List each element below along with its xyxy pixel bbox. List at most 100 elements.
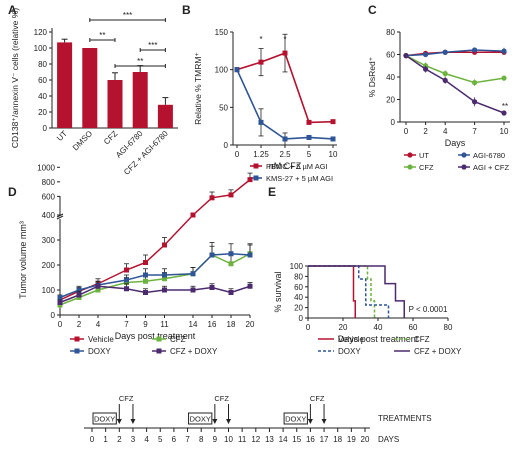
- legend-label-b: PBMC + 5 µM AGI: [266, 162, 328, 171]
- series-line-d: [59, 179, 251, 301]
- panel-label-c: C: [368, 3, 377, 17]
- series-line-d: [59, 252, 251, 299]
- legend-marker-d: [74, 348, 80, 354]
- timeline-tick-label: 20: [361, 435, 370, 444]
- legend-label-c: AGI-6780: [473, 151, 505, 160]
- y-axis-label-b: Relative % TMRM⁺: [193, 52, 203, 125]
- x-tick-label-d: 7: [124, 320, 129, 329]
- series-line-c: [405, 54, 505, 84]
- data-point-d: [162, 272, 167, 278]
- data-point-b: [330, 136, 336, 142]
- x-tick-label-a: CFZ: [102, 129, 119, 146]
- data-point-c: [472, 47, 478, 53]
- data-point-d: [247, 283, 253, 289]
- significance-label-a: **: [137, 57, 143, 66]
- data-point-d: [57, 300, 63, 305]
- x-tick-label-c: 0: [404, 127, 409, 136]
- timeline-tick-label: 10: [224, 435, 233, 444]
- y-tick-label-d: 600: [42, 192, 56, 201]
- axis-break-d: [56, 215, 64, 220]
- x-axis-label-c: Days: [445, 138, 466, 148]
- panel-label-e: E: [268, 185, 276, 199]
- bar-a: [157, 104, 173, 128]
- series-line-d: [59, 285, 251, 304]
- timeline-title: TREATMENTS: [378, 414, 432, 423]
- legend-marker-d: [74, 336, 80, 342]
- data-point-b: [234, 67, 240, 73]
- data-point-b: [282, 50, 288, 56]
- series-line-d: [59, 253, 251, 306]
- x-tick-label-d: 16: [208, 320, 217, 329]
- timeline-tick-label: 12: [251, 435, 260, 444]
- legend-label-e: CFZ: [414, 335, 430, 344]
- y-tick-label-d: 0: [51, 311, 56, 320]
- data-point-c: [501, 48, 507, 54]
- data-point-c: [423, 51, 429, 58]
- cfz-label: CFZ: [310, 394, 325, 403]
- y-tick-label-a: 40: [38, 92, 47, 101]
- x-tick-label-b: 5: [307, 150, 312, 159]
- timeline-tick-label: 11: [238, 435, 247, 444]
- data-point-d: [209, 195, 215, 201]
- timeline-tick-label: 16: [306, 435, 315, 444]
- x-tick-label-e: 20: [339, 323, 348, 332]
- series-line-c: [405, 55, 505, 114]
- y-tick-label-a: 100: [34, 44, 48, 53]
- x-tick-label-a: UT: [55, 129, 69, 143]
- y-tick-label-e: 0: [299, 314, 304, 323]
- data-point-d: [190, 212, 196, 218]
- y-tick-label-c: 80: [386, 28, 395, 37]
- cfz-arrowhead: [116, 419, 122, 424]
- cfz-arrowhead: [212, 419, 218, 424]
- survival-curve-e: [308, 265, 376, 318]
- x-tick-label-e: 40: [374, 323, 383, 332]
- data-point-c: [472, 99, 478, 105]
- x-tick-label-c: 10: [500, 127, 509, 136]
- data-point-c: [442, 71, 448, 77]
- legend-label-d: Vehicle: [88, 335, 114, 344]
- x-tick-label-a: CFZ + AGI-6780: [122, 129, 170, 177]
- bar-a: [132, 72, 148, 128]
- data-point-d: [162, 276, 167, 282]
- x-tick-label-d: 20: [246, 320, 255, 329]
- significance-label-a: ***: [123, 11, 132, 20]
- cfz-arrowhead: [130, 419, 136, 424]
- data-point-d: [57, 295, 63, 300]
- legend-label-d: CFZ + DOXY: [170, 347, 218, 356]
- y-axis-label-d: Tumor volume mm³: [18, 221, 28, 299]
- timeline-tick-label: 9: [213, 435, 218, 444]
- data-point-d: [143, 290, 148, 295]
- data-point-d: [209, 252, 215, 258]
- legend-label-e: DOXY: [338, 347, 361, 356]
- bar-a: [82, 48, 98, 128]
- p-value-annotation-e: P < 0.0001: [409, 305, 448, 314]
- x-tick-label-b: 1.25: [253, 150, 269, 159]
- y-tick-label-e: 60: [294, 283, 303, 292]
- y-tick-label-c: 20: [386, 96, 395, 105]
- data-point-c: [423, 66, 429, 72]
- timeline-tick-label: 15: [292, 435, 301, 444]
- timeline-tick-label: 19: [347, 435, 356, 444]
- panel-d: D 0 100 200 300 400 600 800 1000 0 2 4 7 9 11 14 16 18 20 D…: [8, 163, 255, 356]
- data-point-c: [472, 80, 478, 86]
- y-tick-label-a: 80: [38, 60, 47, 69]
- data-point-d: [95, 283, 101, 289]
- doxy-box: [283, 412, 308, 425]
- panel-c: C 0 20 40 60 80 0 2 4 7 10 Days % DsRed⁺ ** UT AGI-6780…: [367, 3, 510, 172]
- doxy-label: DOXY: [190, 415, 211, 424]
- data-point-d: [228, 251, 234, 257]
- legend-marker-d: [156, 348, 162, 354]
- y-tick-label-a: 0: [43, 124, 48, 133]
- timeline-tick-label: 7: [185, 435, 190, 444]
- y-tick-label-b: 100: [215, 66, 229, 75]
- doxy-label: DOXY: [285, 415, 306, 424]
- legend-marker-d: [156, 336, 162, 342]
- y-tick-label-c: 60: [386, 51, 395, 60]
- x-tick-label-c: 7: [472, 127, 477, 136]
- timeline-tick-label: 18: [333, 435, 342, 444]
- data-point-d: [95, 287, 101, 293]
- annotation-c: **: [502, 102, 508, 111]
- y-tick-label-d: 300: [42, 236, 56, 245]
- x-tick-label-c: 4: [443, 127, 448, 136]
